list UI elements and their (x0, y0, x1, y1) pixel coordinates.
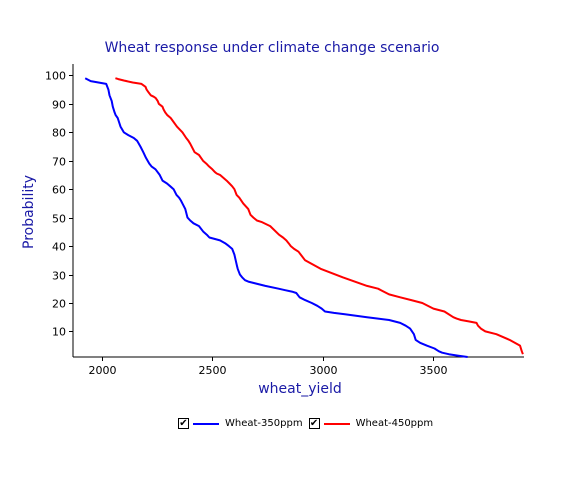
series-line-wheat-350ppm (84, 77, 468, 358)
x-tick-label-3500: 3500 (420, 364, 448, 377)
y-tick-label-60: 60 (52, 184, 66, 197)
y-tick-label-90: 90 (52, 99, 66, 112)
y-tick-label-20: 20 (52, 298, 66, 311)
y-tick-label-30: 30 (52, 270, 66, 283)
y-axis-label: Probability (21, 175, 37, 249)
legend-line-swatch-blue (193, 422, 219, 425)
legend-label-wheat-350ppm: Wheat-350ppm (225, 418, 303, 429)
y-tick-label-50: 50 (52, 213, 66, 226)
series-line-wheat-450ppm (115, 77, 524, 355)
legend-line-swatch-red (323, 422, 350, 425)
legend: ✔ Wheat-350ppm ✔ Wheat-450ppm (178, 418, 439, 429)
x-tick-label-2000: 2000 (89, 364, 117, 377)
y-tick-label-10: 10 (52, 326, 66, 339)
y-tick-label-40: 40 (52, 241, 66, 254)
legend-item-wheat-350ppm[interactable]: ✔ Wheat-350ppm (178, 418, 303, 429)
x-axis-label: wheat_yield (258, 381, 342, 397)
y-tick-label-70: 70 (52, 156, 66, 169)
chart-title: Wheat response under climate change scen… (105, 40, 440, 56)
plot-area: 10 20 30 40 50 60 70 80 90 100 2000 2500 3000 3500 (45, 64, 524, 377)
y-tick-label-80: 80 (52, 127, 66, 140)
legend-checkbox-wheat-350ppm[interactable]: ✔ (178, 417, 189, 429)
x-tick-label-3000: 3000 (310, 364, 338, 377)
y-tick-label-100: 100 (45, 70, 66, 83)
legend-item-wheat-450ppm[interactable]: ✔ Wheat-450ppm (308, 417, 434, 429)
legend-checkbox-wheat-450ppm[interactable]: ✔ (308, 417, 320, 429)
x-tick-label-2500: 2500 (199, 364, 227, 377)
legend-label-wheat-450ppm: Wheat-450ppm (355, 418, 434, 429)
